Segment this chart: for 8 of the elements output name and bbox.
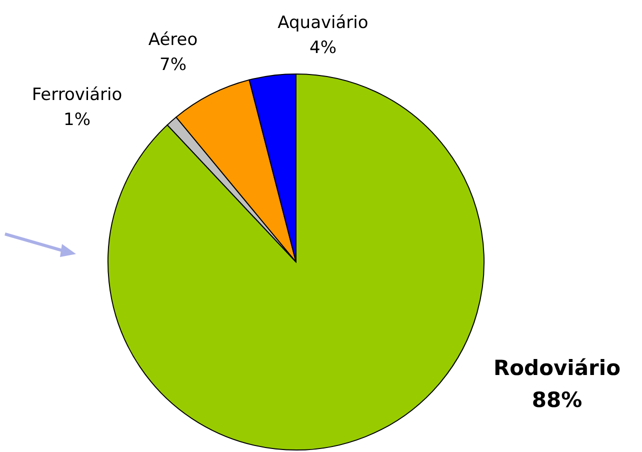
data-label: 1% bbox=[64, 110, 90, 130]
slice-label: Aquaviário bbox=[278, 13, 368, 33]
slice-label: Ferroviário bbox=[32, 85, 122, 105]
data-label: 4% bbox=[310, 38, 336, 58]
data-label: 88% bbox=[532, 388, 582, 412]
slice-label: Aéreo bbox=[148, 30, 198, 50]
data-label: 7% bbox=[160, 55, 186, 75]
slice-label: Rodoviário bbox=[493, 356, 621, 380]
